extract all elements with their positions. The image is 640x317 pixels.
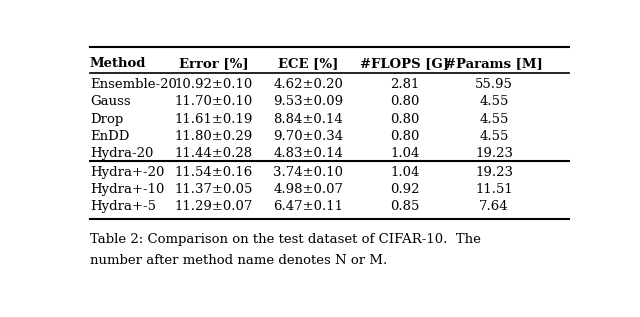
Text: 4.55: 4.55 (479, 130, 509, 143)
Text: 9.53±0.09: 9.53±0.09 (273, 95, 343, 108)
Text: 55.95: 55.95 (476, 78, 513, 91)
Text: 2.81: 2.81 (390, 78, 420, 91)
Text: 0.85: 0.85 (390, 200, 420, 213)
Text: Hydra+-20: Hydra+-20 (90, 166, 164, 179)
Text: #Params [M]: #Params [M] (445, 57, 543, 70)
Text: 10.92±0.10: 10.92±0.10 (175, 78, 253, 91)
Text: 11.37±0.05: 11.37±0.05 (175, 183, 253, 196)
Text: 11.80±0.29: 11.80±0.29 (175, 130, 253, 143)
Text: 6.47±0.11: 6.47±0.11 (273, 200, 343, 213)
Text: 0.80: 0.80 (390, 113, 420, 126)
Text: Drop: Drop (90, 113, 123, 126)
Text: Hydra+-5: Hydra+-5 (90, 200, 156, 213)
Text: 11.51: 11.51 (476, 183, 513, 196)
Text: 7.64: 7.64 (479, 200, 509, 213)
Text: 0.80: 0.80 (390, 95, 420, 108)
Text: Table 2: Comparison on the test dataset of CIFAR-10.  The: Table 2: Comparison on the test dataset … (90, 233, 481, 246)
Text: 0.80: 0.80 (390, 130, 420, 143)
Text: 9.70±0.34: 9.70±0.34 (273, 130, 343, 143)
Text: 4.83±0.14: 4.83±0.14 (273, 147, 343, 160)
Text: 4.98±0.07: 4.98±0.07 (273, 183, 343, 196)
Text: 1.04: 1.04 (390, 166, 420, 179)
Text: 19.23: 19.23 (475, 147, 513, 160)
Text: ECE [%]: ECE [%] (278, 57, 339, 70)
Text: Hydra+-10: Hydra+-10 (90, 183, 164, 196)
Text: 1.04: 1.04 (390, 147, 420, 160)
Text: 11.44±0.28: 11.44±0.28 (175, 147, 253, 160)
Text: 11.29±0.07: 11.29±0.07 (175, 200, 253, 213)
Text: #FLOPS [G]: #FLOPS [G] (360, 57, 449, 70)
Text: 19.23: 19.23 (475, 166, 513, 179)
Text: Ensemble-20: Ensemble-20 (90, 78, 177, 91)
Text: 0.92: 0.92 (390, 183, 420, 196)
Text: 8.84±0.14: 8.84±0.14 (273, 113, 343, 126)
Text: number after method name denotes N or M.: number after method name denotes N or M. (90, 254, 387, 267)
Text: EnDD: EnDD (90, 130, 129, 143)
Text: Error [%]: Error [%] (179, 57, 249, 70)
Text: 4.55: 4.55 (479, 113, 509, 126)
Text: 4.55: 4.55 (479, 95, 509, 108)
Text: 11.70±0.10: 11.70±0.10 (175, 95, 253, 108)
Text: 4.62±0.20: 4.62±0.20 (273, 78, 343, 91)
Text: 11.61±0.19: 11.61±0.19 (175, 113, 253, 126)
Text: 3.74±0.10: 3.74±0.10 (273, 166, 343, 179)
Text: 11.54±0.16: 11.54±0.16 (175, 166, 253, 179)
Text: Method: Method (90, 57, 147, 70)
Text: Hydra-20: Hydra-20 (90, 147, 154, 160)
Text: Gauss: Gauss (90, 95, 131, 108)
